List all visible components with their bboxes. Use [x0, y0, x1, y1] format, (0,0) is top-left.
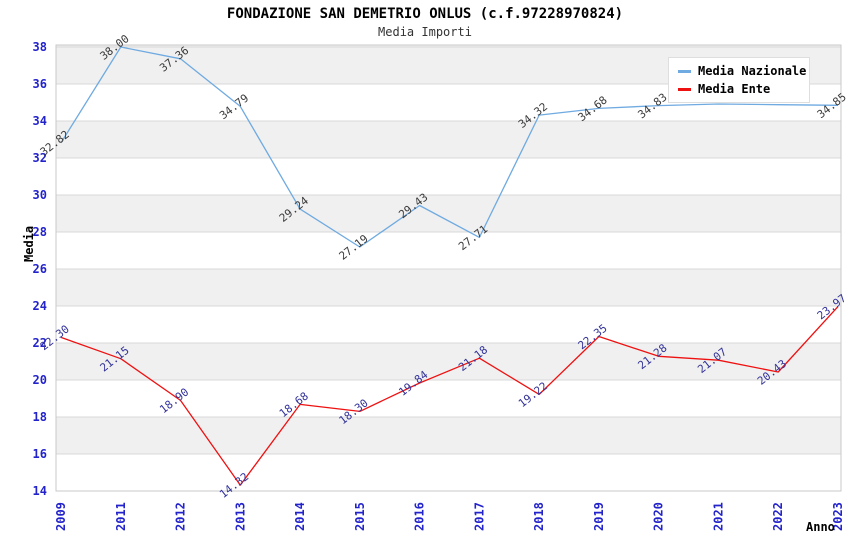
y-axis-title: Media: [22, 225, 36, 262]
x-tick-label: 2022: [771, 502, 785, 531]
x-tick-label: 2015: [353, 502, 367, 531]
y-tick-label: 20: [33, 373, 47, 387]
y-tick-label: 36: [33, 77, 47, 91]
chart-subtitle: Media Importi: [378, 25, 472, 39]
x-tick-label: 2017: [472, 502, 486, 531]
y-tick-label: 38: [33, 40, 47, 54]
y-tick-label: 26: [33, 262, 47, 276]
y-tick-label: 14: [33, 484, 47, 498]
x-tick-label: 2011: [114, 502, 128, 531]
plot-bands: [56, 45, 841, 491]
y-tick-label: 18: [33, 410, 47, 424]
series-line-media-nazionale: [60, 46, 839, 248]
legend-item-media-ente: Media Ente: [678, 80, 809, 98]
line-swatch-media-nazionale: [678, 69, 691, 73]
chart-title: FONDAZIONE SAN DEMETRIO ONLUS (c.f.97228…: [226, 6, 624, 22]
x-axis-tick-labels: 2009 2011 2012 2013 2014 2015 2016 2017 2018 2019…: [54, 502, 845, 531]
x-tick-label: 2016: [413, 502, 427, 531]
x-tick-label: 2014: [293, 502, 307, 531]
y-tick-label: 24: [33, 299, 47, 313]
x-tick-label: 2013: [233, 502, 247, 531]
legend-label: Media Ente: [698, 82, 771, 96]
y-axis-tick-labels: 14 16 18 20 22 24 26 28 30 32 34 36 38: [33, 40, 47, 498]
series-line-media-ente: [60, 306, 839, 486]
legend-item-media-nazionale: Media Nazionale: [678, 62, 809, 80]
y-tick-label: 16: [33, 447, 47, 461]
x-tick-label: 2021: [711, 502, 725, 531]
x-tick-label: 2023: [831, 502, 845, 531]
y-tick-label: 28: [33, 225, 47, 239]
legend-label: Media Nazionale: [698, 64, 807, 78]
x-tick-label: 2009: [54, 502, 68, 531]
gridlines: [56, 46, 841, 492]
y-tick-label: 22: [33, 336, 47, 350]
x-axis-title: Anno: [806, 520, 835, 534]
x-tick-label: 2018: [532, 502, 546, 531]
plot-border: [55, 44, 842, 492]
line-swatch-media-ente: [678, 87, 691, 91]
legend: Media Nazionale Media Ente: [668, 57, 810, 103]
y-tick-label: 32: [33, 151, 47, 165]
x-tick-label: 2012: [174, 502, 188, 531]
y-tick-label: 34: [33, 114, 47, 128]
x-tick-label: 2020: [652, 502, 666, 531]
x-tick-label: 2019: [592, 502, 606, 531]
y-tick-label: 30: [33, 188, 47, 202]
